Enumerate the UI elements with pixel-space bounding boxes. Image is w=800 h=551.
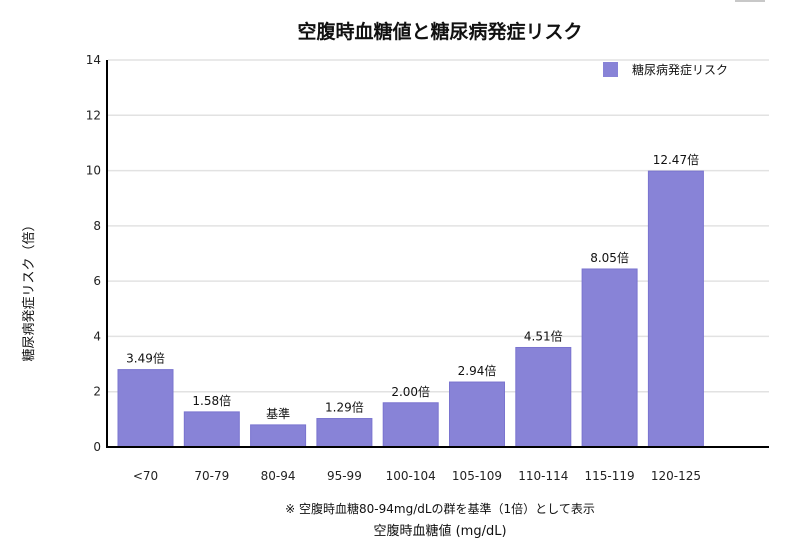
bar	[581, 268, 638, 448]
y-tick-label: 4	[93, 329, 101, 343]
data-label: 基準	[266, 406, 290, 421]
x-axis-title: 空腹時血糖値 (mg/dL)	[373, 523, 506, 539]
chart-title: 空腹時血糖値と糖尿病発症リスク	[297, 20, 582, 43]
data-label: 3.49倍	[126, 351, 165, 366]
y-tick-label: 6	[93, 274, 101, 288]
x-tick-label: 100-104	[386, 469, 436, 483]
data-label: 1.29倍	[325, 400, 364, 415]
x-tick-label: 115-119	[585, 469, 635, 483]
chart-note: ※ 空腹時血糖80-94mg/dLの群を基準（1倍）として表示	[285, 501, 595, 516]
data-label: 1.58倍	[192, 393, 231, 408]
y-tick-label: 12	[86, 108, 101, 122]
x-tick-label: 120-125	[651, 469, 701, 483]
x-tick-label: 70-79	[194, 469, 229, 483]
data-label: 2.94倍	[458, 363, 497, 378]
bar	[316, 418, 373, 448]
x-tick-label: 105-109	[452, 469, 502, 483]
data-label: 4.51倍	[524, 328, 563, 343]
bar	[515, 346, 572, 448]
bar	[647, 170, 704, 448]
bar	[449, 381, 505, 448]
legend: 糖尿病発症リスク	[603, 62, 728, 77]
bar	[117, 369, 174, 448]
x-axis-ticks: <70 70-79 80-94 95-99 100-104 105-109 110-114 1…	[133, 469, 701, 483]
legend-label: 糖尿病発症リスク	[632, 62, 728, 77]
x-tick-label: 95-99	[327, 469, 362, 483]
y-tick-label: 0	[93, 440, 101, 454]
data-label: 12.47倍	[653, 152, 699, 167]
bar	[382, 402, 439, 448]
bar	[250, 424, 307, 448]
y-axis-ticks: 0 2 4 6 8 10 12 14	[86, 53, 101, 454]
y-axis-title: 糖尿病発症リスク（倍）	[21, 218, 37, 361]
data-label: 8.05倍	[590, 250, 629, 265]
gridlines	[108, 59, 769, 393]
x-tick-label: 110-114	[518, 469, 568, 483]
bar	[183, 411, 240, 448]
y-tick-label: 2	[93, 385, 101, 399]
y-tick-label: 14	[86, 53, 101, 67]
y-tick-label: 8	[93, 219, 101, 233]
legend-swatch	[603, 62, 618, 77]
data-label: 2.00倍	[391, 384, 430, 399]
x-tick-label: 80-94	[261, 469, 296, 483]
y-tick-label: 10	[86, 164, 101, 178]
x-tick-label: <70	[133, 469, 158, 483]
scroll-indicator	[735, 0, 765, 2]
